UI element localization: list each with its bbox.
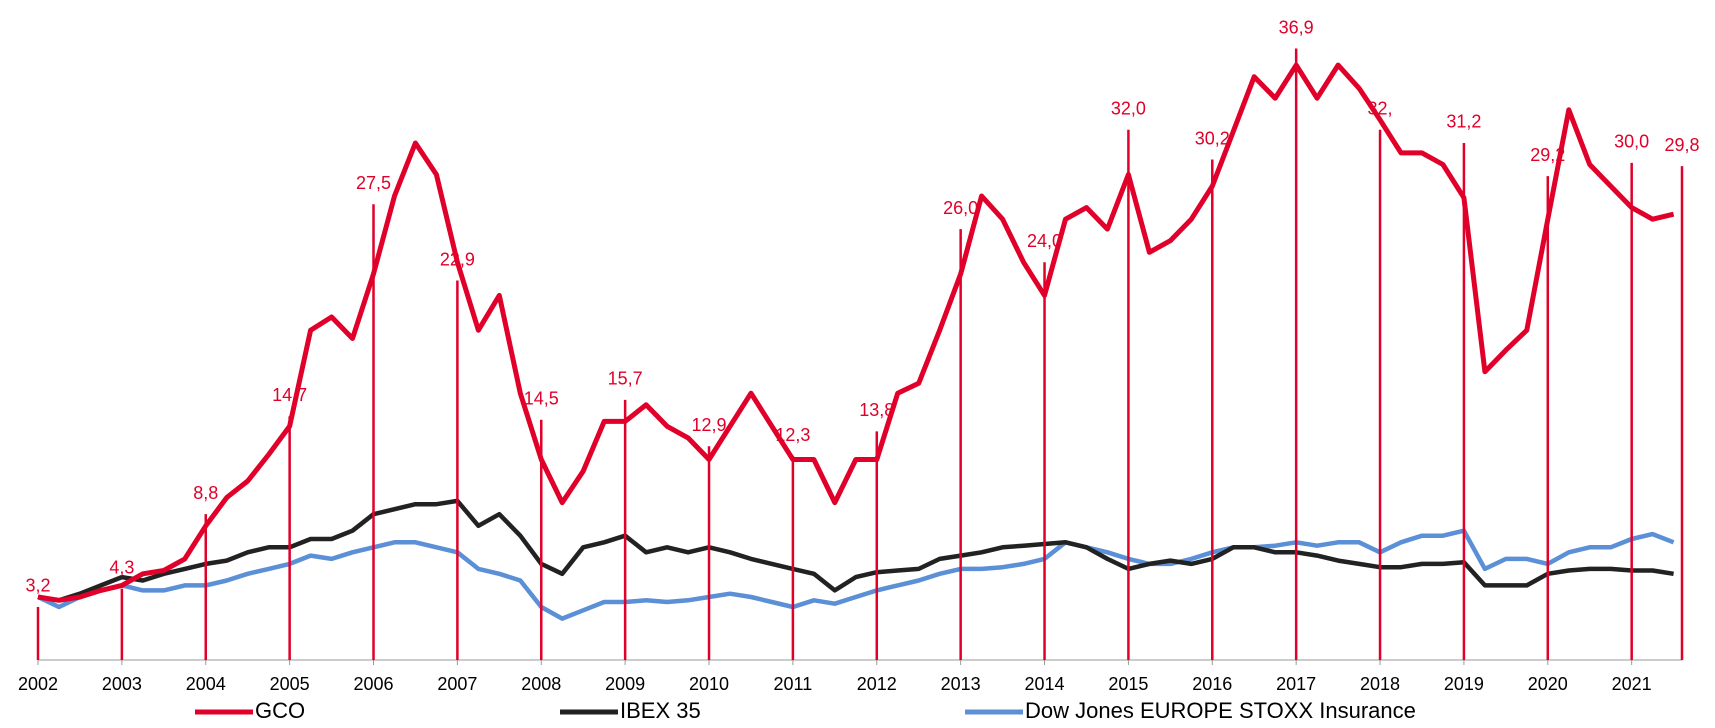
annotation-label: 22,9 [440,249,475,269]
annotation-label: 12,9 [691,415,726,435]
x-tick-label: 2016 [1192,674,1232,694]
legend-label: GCO [255,698,305,723]
annotation-label: 30,2 [1195,128,1230,148]
annotation-label: 31,2 [1446,112,1481,132]
x-tick-label: 2009 [605,674,645,694]
x-tick-label: 2007 [437,674,477,694]
x-tick-label: 2012 [857,674,897,694]
x-tick-label: 2018 [1360,674,1400,694]
x-tick-label: 2011 [774,674,813,694]
x-tick-label: 2010 [689,674,729,694]
annotation-label: 3,2 [25,576,50,596]
annotation-label: 8,8 [193,483,218,503]
annotation-label: 27,5 [356,173,391,193]
x-tick-label: 2006 [353,674,393,694]
x-tick-label: 2002 [18,674,58,694]
annotation-label: 36,9 [1279,17,1314,37]
annotation-label: 24,0 [1027,231,1062,251]
annotation-label: 32, [1368,98,1393,118]
x-tick-label: 2005 [270,674,310,694]
annotation-label: 26,0 [943,198,978,218]
legend-label: IBEX 35 [620,698,701,723]
x-tick-label: 2013 [941,674,981,694]
x-tick-label: 2003 [102,674,142,694]
annotation-label: 30,0 [1614,132,1649,152]
annotation-label: 32,0 [1111,98,1146,118]
annotation-label: 12,3 [775,425,810,445]
annotation-label: 29,2 [1530,145,1565,165]
x-tick-label: 2021 [1612,674,1652,694]
series-line [37,498,1674,603]
series-line [37,528,1675,621]
annotation-label: 13,8 [859,400,894,420]
annotation-label: 15,7 [608,369,643,389]
legend-label: Dow Jones EUROPE STOXX Insurance [1025,698,1416,723]
annotation-label: 14,5 [524,388,559,408]
x-tick-label: 2020 [1528,674,1568,694]
x-tick-label: 2017 [1276,674,1316,694]
series-line [37,62,1675,603]
x-tick-label: 2004 [186,674,226,694]
annotation-label: 4,3 [109,557,134,577]
x-tick-label: 2014 [1025,674,1065,694]
x-tick-label: 2019 [1444,674,1484,694]
x-tick-label: 2008 [521,674,561,694]
annotation-label: 29,8 [1664,135,1699,155]
x-tick-label: 2015 [1108,674,1148,694]
annotation-label: 14,7 [272,385,307,405]
